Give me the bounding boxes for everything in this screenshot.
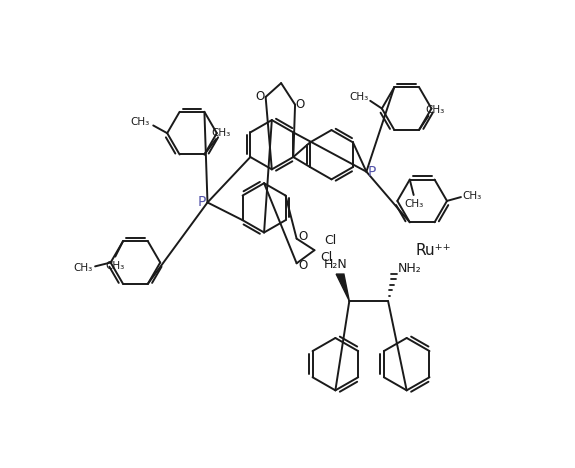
Text: CH₃: CH₃ <box>212 128 231 138</box>
Text: CH₃: CH₃ <box>106 261 125 271</box>
Text: CH₃: CH₃ <box>462 190 481 200</box>
Text: CH₃: CH₃ <box>74 263 93 273</box>
Text: O: O <box>298 259 308 272</box>
Text: CH₃: CH₃ <box>131 117 150 127</box>
Text: Cl: Cl <box>324 234 336 248</box>
Text: O: O <box>255 90 265 103</box>
Text: CH₃: CH₃ <box>425 105 444 115</box>
Text: O: O <box>298 230 308 243</box>
Text: H₂N: H₂N <box>324 257 347 271</box>
Text: P: P <box>367 165 376 179</box>
Text: O: O <box>296 98 305 111</box>
Text: Ru⁺⁺: Ru⁺⁺ <box>415 243 451 258</box>
Text: NH₂: NH₂ <box>398 262 421 275</box>
Text: P: P <box>198 196 206 210</box>
Text: CH₃: CH₃ <box>349 92 368 102</box>
Polygon shape <box>336 274 350 301</box>
Text: Cl: Cl <box>320 251 332 264</box>
Text: CH₃: CH₃ <box>404 199 423 209</box>
